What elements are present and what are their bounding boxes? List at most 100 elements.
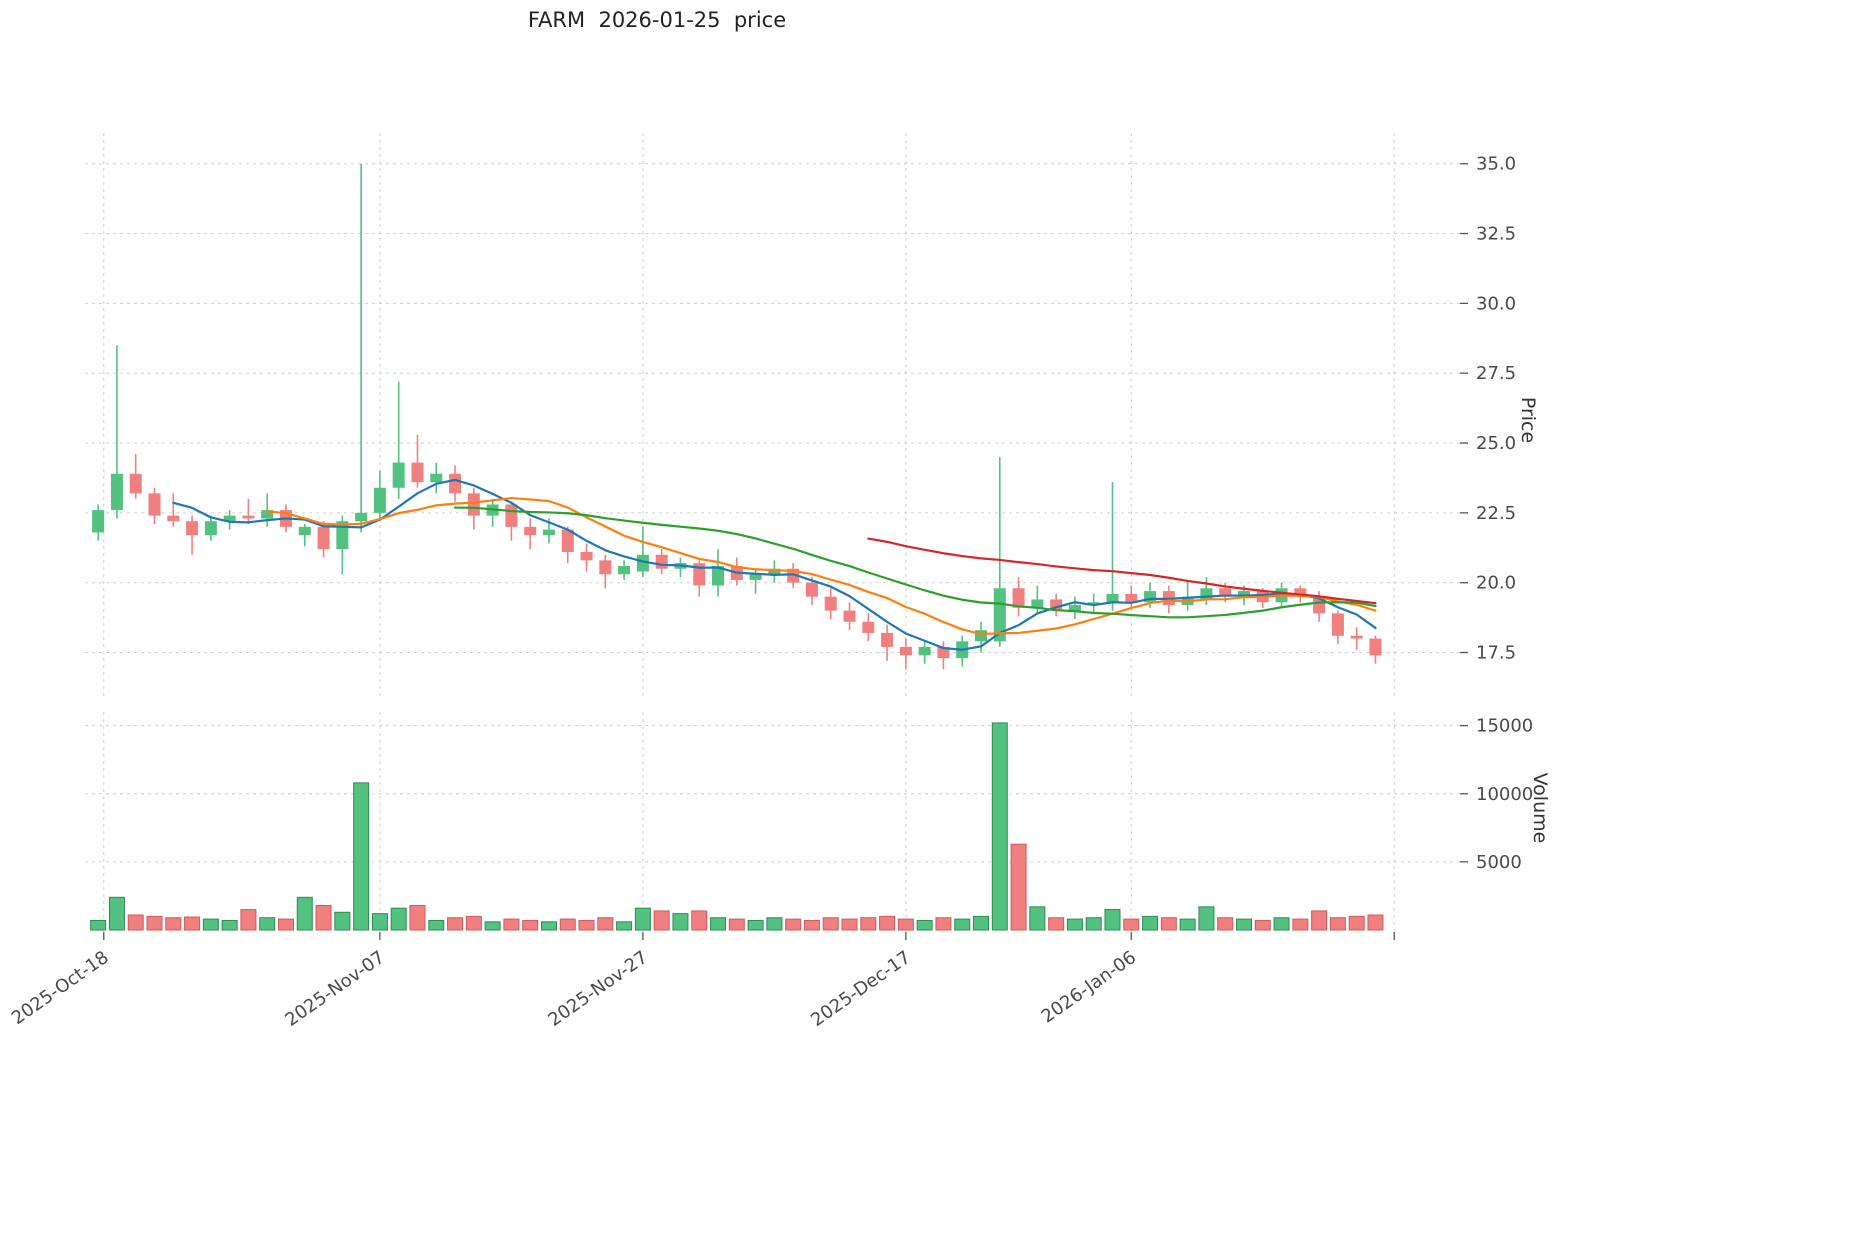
candle-body — [712, 565, 725, 586]
volume-bar — [1123, 918, 1140, 931]
candle-body — [636, 554, 649, 572]
volume-bar — [897, 918, 914, 931]
volume-bar — [1066, 918, 1083, 931]
candle-body — [1050, 599, 1063, 611]
price-tick-label: 20.0 — [1476, 573, 1516, 594]
candle-body — [1012, 588, 1025, 608]
x-tick-label: 2025-Dec-17 — [807, 947, 915, 1031]
chart-title: FARM 2026-01-25 price — [527, 8, 787, 32]
candle-body — [167, 515, 180, 522]
volume-bar — [766, 917, 783, 931]
volume-bar — [259, 917, 276, 931]
volume-bar — [522, 919, 539, 931]
candle-body — [1031, 599, 1044, 608]
price-tick-label: 32.5 — [1476, 224, 1516, 245]
price-tick-label: 27.5 — [1476, 363, 1516, 384]
candle-body — [542, 529, 555, 536]
volume-bar — [146, 915, 163, 931]
candle-body — [1144, 591, 1157, 603]
volume-bar — [240, 909, 257, 931]
volume-bar — [672, 913, 689, 931]
price-tick-label: 22.5 — [1476, 503, 1516, 524]
volume-bar — [202, 918, 219, 931]
volume-tick-label: 15000 — [1476, 716, 1533, 737]
candle-body — [524, 526, 537, 536]
volume-bar — [597, 917, 614, 931]
volume-bar — [315, 904, 332, 931]
candle-body — [186, 521, 199, 536]
candle-body — [411, 462, 424, 483]
volume-bar — [954, 918, 971, 931]
candle-body — [505, 504, 518, 527]
price-axis-label: Price — [1517, 396, 1539, 444]
volume-bar — [1217, 917, 1234, 931]
candle-body — [204, 521, 217, 536]
volume-bar — [1311, 910, 1328, 931]
candle-body — [1369, 638, 1382, 656]
volume-bar — [428, 919, 445, 931]
volume-bar — [540, 921, 557, 931]
volume-bar — [973, 915, 990, 931]
candle-body — [1106, 593, 1119, 603]
volume-bar — [390, 907, 407, 931]
candle-body — [392, 462, 405, 488]
volume-bar — [785, 918, 802, 931]
candle-body — [1331, 613, 1344, 636]
price-tick-label: 17.5 — [1476, 643, 1516, 664]
candle-body — [580, 551, 593, 561]
candle-body — [129, 473, 142, 494]
x-tick-label: 2025-Nov-27 — [544, 947, 651, 1031]
candle-body — [749, 574, 762, 580]
candle-body — [1068, 605, 1081, 611]
volume-bar — [1104, 909, 1121, 931]
volume-bar — [409, 904, 426, 931]
volume-bar — [653, 910, 670, 931]
ma-line-42 — [867, 537, 1377, 605]
candle-body — [768, 568, 781, 575]
candle-body — [655, 554, 668, 569]
candle-body — [1200, 588, 1213, 600]
candle-body — [993, 588, 1006, 642]
volume-bar — [1235, 918, 1252, 931]
candle-body — [449, 473, 462, 494]
candle-body — [373, 487, 386, 513]
volume-bar — [296, 896, 313, 931]
volume-bar — [165, 917, 182, 931]
candle-body — [298, 526, 311, 536]
volume-bar — [1292, 918, 1309, 931]
candle-body — [1125, 593, 1138, 603]
ma-line-5 — [172, 478, 1377, 651]
candle-body — [824, 596, 837, 611]
volume-bar — [1160, 917, 1177, 931]
volume-bar — [1029, 906, 1046, 931]
volume-bar — [916, 919, 933, 931]
volume-bar — [1179, 918, 1196, 931]
x-tick-label: 2026-Jan-06 — [1038, 947, 1141, 1028]
volume-bar — [728, 918, 745, 931]
candle-body — [843, 610, 856, 622]
volume-bar — [1273, 917, 1290, 931]
volume-axis-label: Volume — [1529, 772, 1551, 844]
volume-bar — [1367, 914, 1384, 931]
candle-body — [599, 560, 612, 575]
x-tick-label: 2025-Nov-07 — [281, 947, 388, 1031]
volume-bar — [841, 918, 858, 931]
volume-bar — [334, 911, 351, 931]
volume-bar — [1329, 917, 1346, 931]
candle-body — [261, 510, 274, 519]
volume-bar — [879, 915, 896, 931]
volume-bar — [822, 917, 839, 931]
volume-bar — [991, 722, 1008, 931]
volume-bar — [1010, 843, 1027, 931]
candle-body — [336, 521, 349, 550]
candle-body — [467, 493, 480, 516]
volume-bar — [90, 919, 107, 931]
price-tick-label: 35.0 — [1476, 154, 1516, 175]
candle-body — [693, 563, 706, 586]
volume-tick-label: 10000 — [1476, 784, 1533, 805]
volume-bar — [465, 915, 482, 931]
ma-line-10 — [266, 496, 1377, 636]
volume-bar — [710, 917, 727, 931]
volume-bar — [747, 919, 764, 931]
